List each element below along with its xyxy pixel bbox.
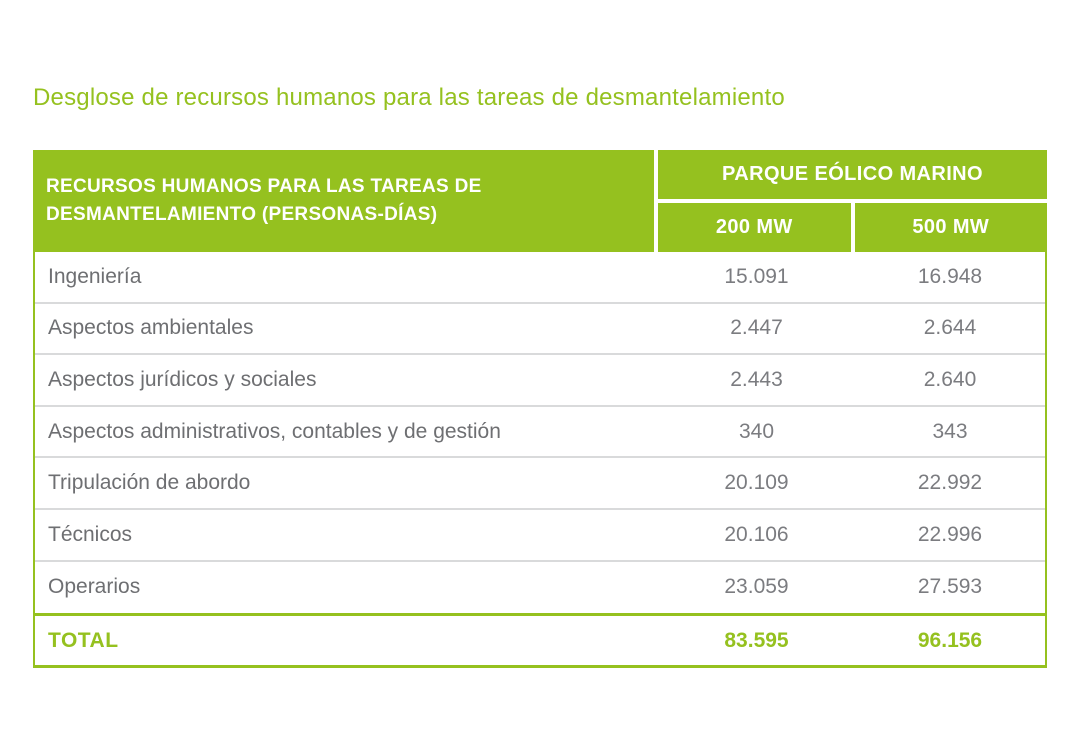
value-500mw: 2.644 (923, 316, 977, 340)
table-body: Ingeniería 15.091 16.948 Aspectos ambien… (33, 252, 1047, 669)
table-header: RECURSOS HUMANOS PARA LAS TAREAS DE DESM… (33, 150, 1047, 252)
table-row-tripulacion: Tripulación de abordo 20.109 22.992 (35, 458, 1045, 510)
row-header-line2: DESMANTELAMIENTO (PERSONAS-DÍAS) (46, 204, 438, 225)
table-row-ingenieria: Ingeniería 15.091 16.948 (35, 252, 1045, 304)
value-500mw: 343 (932, 419, 968, 443)
row-label: Ingeniería (48, 264, 142, 288)
table-row-tecnicos: Técnicos 20.106 22.996 (35, 510, 1045, 562)
table-row-total: TOTAL 83.595 96.156 (35, 613, 1045, 665)
column-header-200mw: 200 MW (658, 203, 855, 252)
row-header-cell: RECURSOS HUMANOS PARA LAS TAREAS DE DESM… (33, 150, 658, 252)
total-label: TOTAL (48, 628, 119, 652)
value-500mw: 22.996 (917, 522, 983, 546)
column-header-500mw: 500 MW (912, 216, 990, 238)
row-label: Técnicos (48, 522, 133, 546)
row-label: Tripulación de abordo (48, 471, 251, 495)
total-value-200mw: 83.595 (724, 628, 789, 652)
value-200mw: 340 (738, 419, 775, 443)
row-label: Aspectos jurídicos y sociales (48, 367, 317, 391)
group-header-parque-eolico-marino: PARQUE EÓLICO MARINO (658, 150, 1047, 203)
value-500mw: 16.948 (917, 264, 983, 288)
value-200mw: 15.091 (724, 264, 789, 288)
column-group: PARQUE EÓLICO MARINO 200 MW 500 MW (658, 150, 1047, 252)
table-row-aspectos-administrativos: Aspectos administrativos, contables y de… (35, 407, 1045, 459)
table-row-aspectos-juridicos: Aspectos jurídicos y sociales 2.443 2.64… (35, 355, 1045, 407)
value-200mw: 2.443 (730, 367, 783, 391)
human-resources-table: RECURSOS HUMANOS PARA LAS TAREAS DE DESM… (33, 150, 1047, 669)
value-200mw: 20.109 (724, 471, 789, 495)
value-200mw: 23.059 (724, 575, 789, 599)
table-row-aspectos-ambientales: Aspectos ambientales 2.447 2.644 (35, 304, 1045, 356)
page-title: Desglose de recursos humanos para las ta… (33, 84, 785, 111)
value-500mw: 27.593 (917, 575, 983, 599)
value-200mw: 20.106 (724, 522, 789, 546)
table-row-operarios: Operarios 23.059 27.593 (35, 562, 1045, 614)
value-500mw: 2.640 (923, 367, 977, 391)
value-500mw: 22.992 (917, 471, 983, 495)
mw-columns: 200 MW 500 MW (658, 203, 1047, 252)
row-header-line1: RECURSOS HUMANOS PARA LAS TAREAS DE (46, 176, 482, 197)
row-label: Aspectos administrativos, contables y de… (48, 419, 501, 443)
value-200mw: 2.447 (730, 316, 783, 340)
row-label: Aspectos ambientales (48, 316, 254, 340)
row-label: Operarios (48, 575, 141, 599)
total-value-500mw: 96.156 (917, 628, 983, 652)
